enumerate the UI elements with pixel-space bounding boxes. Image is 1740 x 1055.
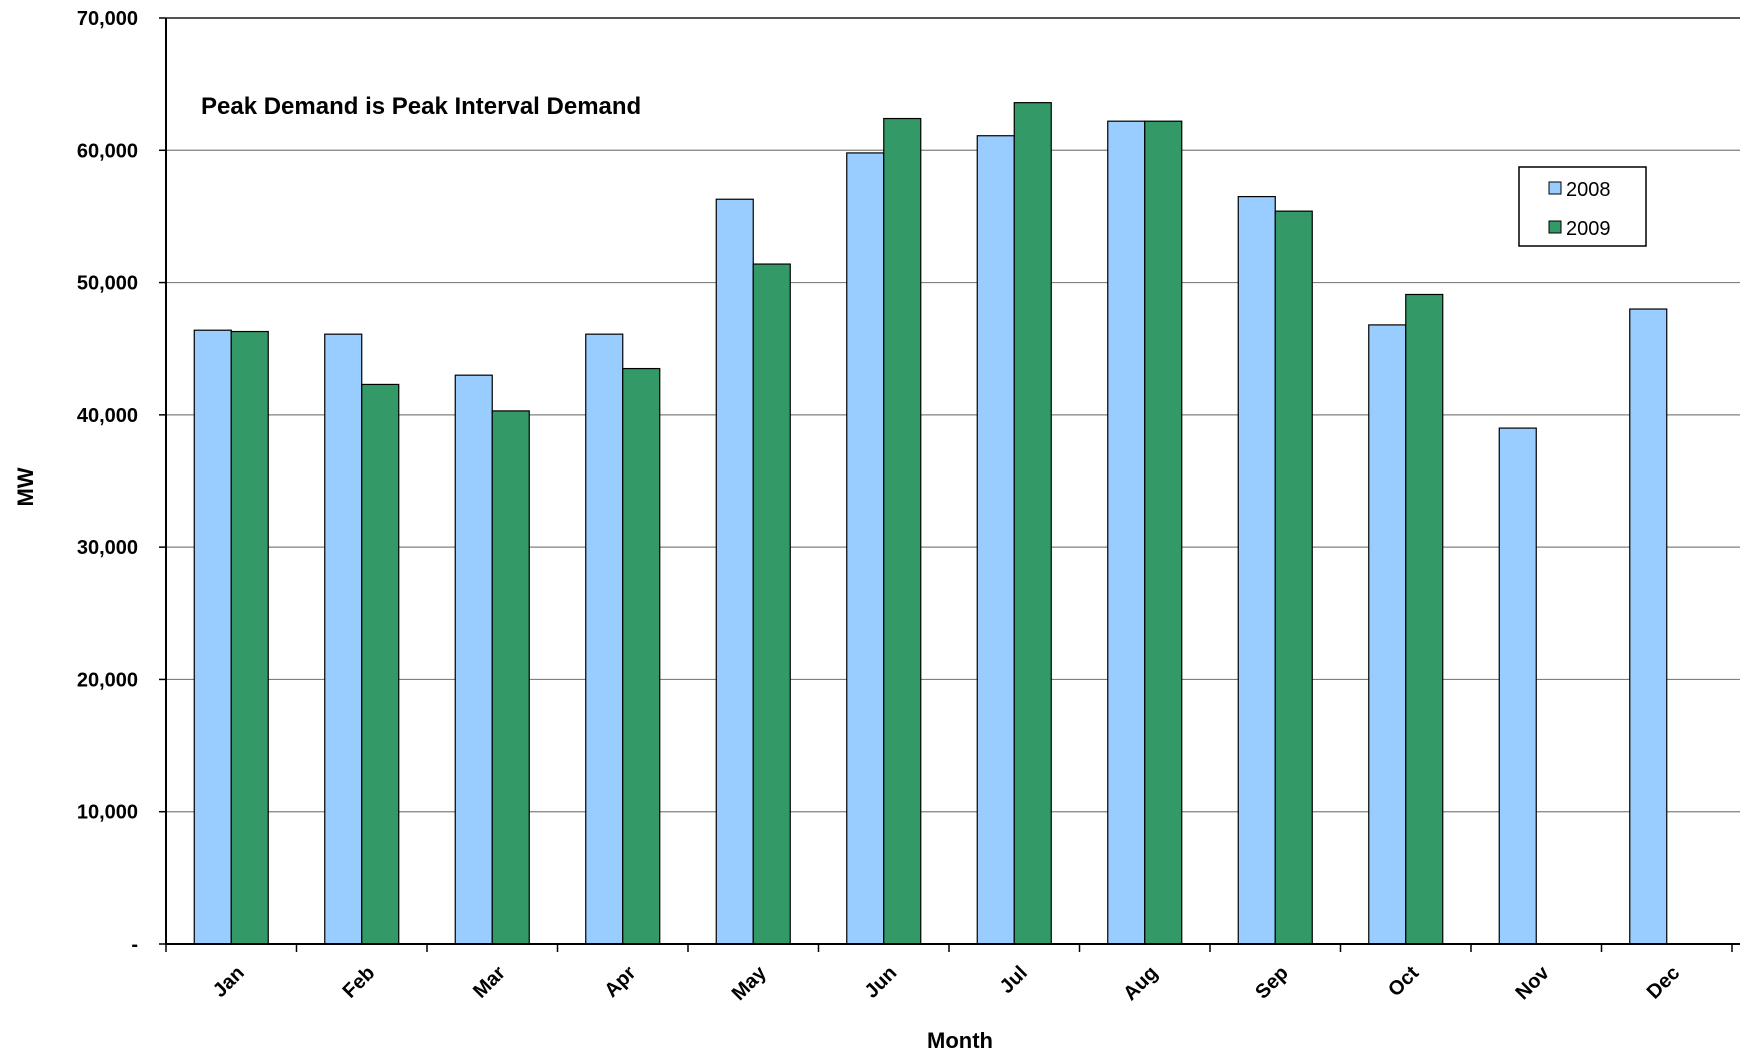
bar-2008-feb bbox=[324, 333, 363, 945]
bar-2008-sep bbox=[1237, 195, 1276, 945]
chart-annotation: Peak Demand is Peak Interval Demand bbox=[201, 93, 641, 120]
bar-2009-apr bbox=[622, 367, 661, 945]
bar-2009-sep bbox=[1274, 210, 1313, 945]
y-tick-labels: - 10,000 20,000 30,000 40,000 50,000 60,000 70,… bbox=[77, 8, 138, 956]
x-tick-labels: Jan Feb Mar Apr May Jun Jul Aug Sep Oct Nov Dec bbox=[209, 961, 1684, 1005]
x-tick-label: Oct bbox=[1384, 962, 1423, 1001]
bar-2009-jul bbox=[1013, 102, 1052, 945]
x-tick-label: Nov bbox=[1512, 961, 1555, 1004]
axes bbox=[159, 17, 1740, 952]
x-tick-label: Jan bbox=[209, 962, 249, 1002]
x-tick-label: May bbox=[728, 961, 772, 1005]
bar-2009-aug bbox=[1144, 120, 1183, 945]
x-tick-label: Jun bbox=[861, 962, 902, 1003]
y-tick-label: 40,000 bbox=[77, 405, 138, 427]
bar-2008-nov bbox=[1498, 427, 1537, 945]
bar-2009-mar bbox=[491, 410, 530, 945]
legend-swatch-2008 bbox=[1548, 181, 1562, 195]
legend-label-2009: 2009 bbox=[1566, 218, 1611, 240]
y-axis-title: MW bbox=[13, 467, 38, 506]
x-tick-label: Apr bbox=[600, 962, 640, 1002]
bar-2008-mar bbox=[454, 374, 493, 945]
bar-2008-jan bbox=[193, 329, 232, 945]
x-tick-label: Sep bbox=[1251, 962, 1292, 1003]
y-tick-label: 50,000 bbox=[77, 273, 138, 295]
y-tick-label: 20,000 bbox=[77, 669, 138, 691]
bar-2008-may bbox=[715, 198, 754, 945]
legend: 2008 2009 bbox=[1518, 166, 1647, 247]
y-tick-label: 60,000 bbox=[77, 140, 138, 162]
bar-2008-aug bbox=[1107, 120, 1146, 945]
bar-2008-jun bbox=[846, 152, 885, 945]
x-tick-label: Feb bbox=[339, 962, 380, 1003]
x-axis-title: Month bbox=[927, 1028, 993, 1053]
legend-swatch-2009 bbox=[1548, 220, 1562, 234]
bars bbox=[193, 102, 1668, 945]
y-tick-label: 10,000 bbox=[77, 802, 138, 824]
y-tick-label: 70,000 bbox=[77, 8, 138, 30]
bar-2009-jun bbox=[883, 117, 922, 945]
bar-2008-oct bbox=[1368, 324, 1407, 945]
bar-2009-feb bbox=[361, 383, 400, 945]
x-tick-label: Aug bbox=[1119, 962, 1162, 1005]
bar-2009-jan bbox=[230, 330, 269, 945]
bar-2009-may bbox=[752, 263, 791, 945]
y-tick-label: - bbox=[131, 934, 138, 956]
y-tick-label: 30,000 bbox=[77, 537, 138, 559]
legend-label-2008: 2008 bbox=[1566, 179, 1611, 201]
bar-2009-oct bbox=[1405, 293, 1444, 945]
x-tick-label: Jul bbox=[996, 962, 1032, 998]
bar-2008-dec bbox=[1629, 308, 1668, 945]
bar-2008-jul bbox=[976, 135, 1015, 945]
bar-2008-apr bbox=[585, 333, 624, 945]
legend-box bbox=[1518, 166, 1647, 247]
x-tick-label: Dec bbox=[1643, 962, 1685, 1004]
x-tick-label: Mar bbox=[469, 962, 510, 1003]
